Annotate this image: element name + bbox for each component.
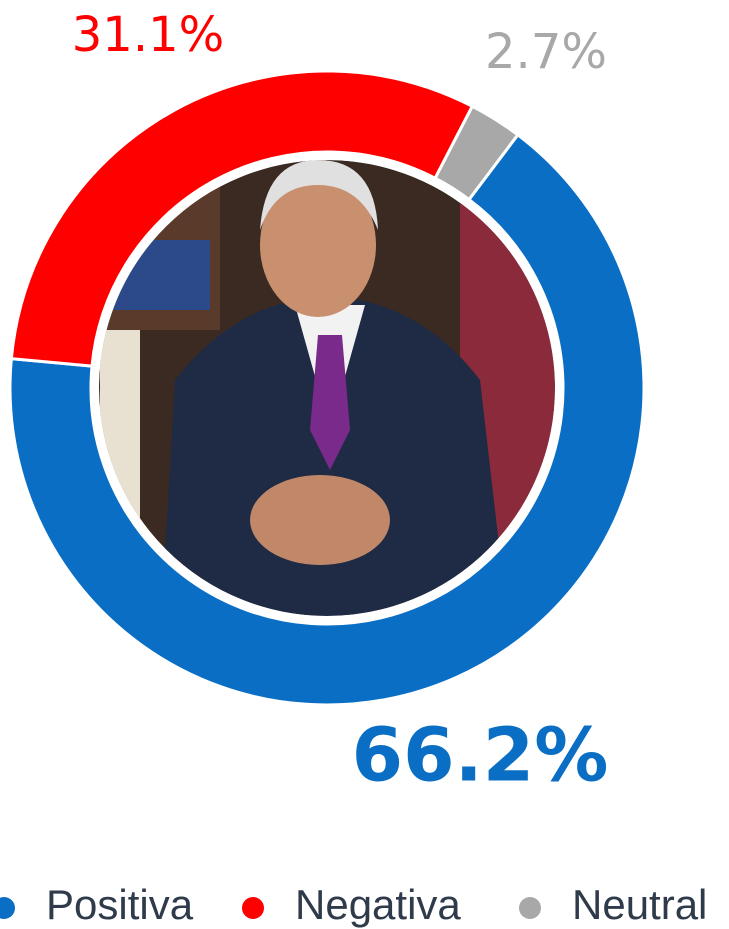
- legend-marker: [242, 897, 264, 919]
- legend-marker: [0, 897, 15, 919]
- legend-label: Negativa: [295, 881, 461, 928]
- value-label: 2.7%: [485, 24, 607, 80]
- center-photo: [99, 160, 555, 616]
- value-label: 66.2%: [352, 713, 609, 799]
- slice: [9, 69, 475, 368]
- value-label: 31.1%: [72, 7, 224, 63]
- legend-label: Neutral: [572, 881, 707, 928]
- value-labels: 66.2% 31.1% 2.7%: [72, 7, 609, 799]
- legend-marker: [519, 897, 541, 919]
- photo-ring: [93, 154, 561, 622]
- slice: [8, 132, 646, 707]
- donut: [8, 69, 646, 707]
- legend: Positiva Negativa Neutral: [0, 881, 707, 928]
- legend-label: Positiva: [46, 881, 194, 928]
- slice: [433, 104, 520, 202]
